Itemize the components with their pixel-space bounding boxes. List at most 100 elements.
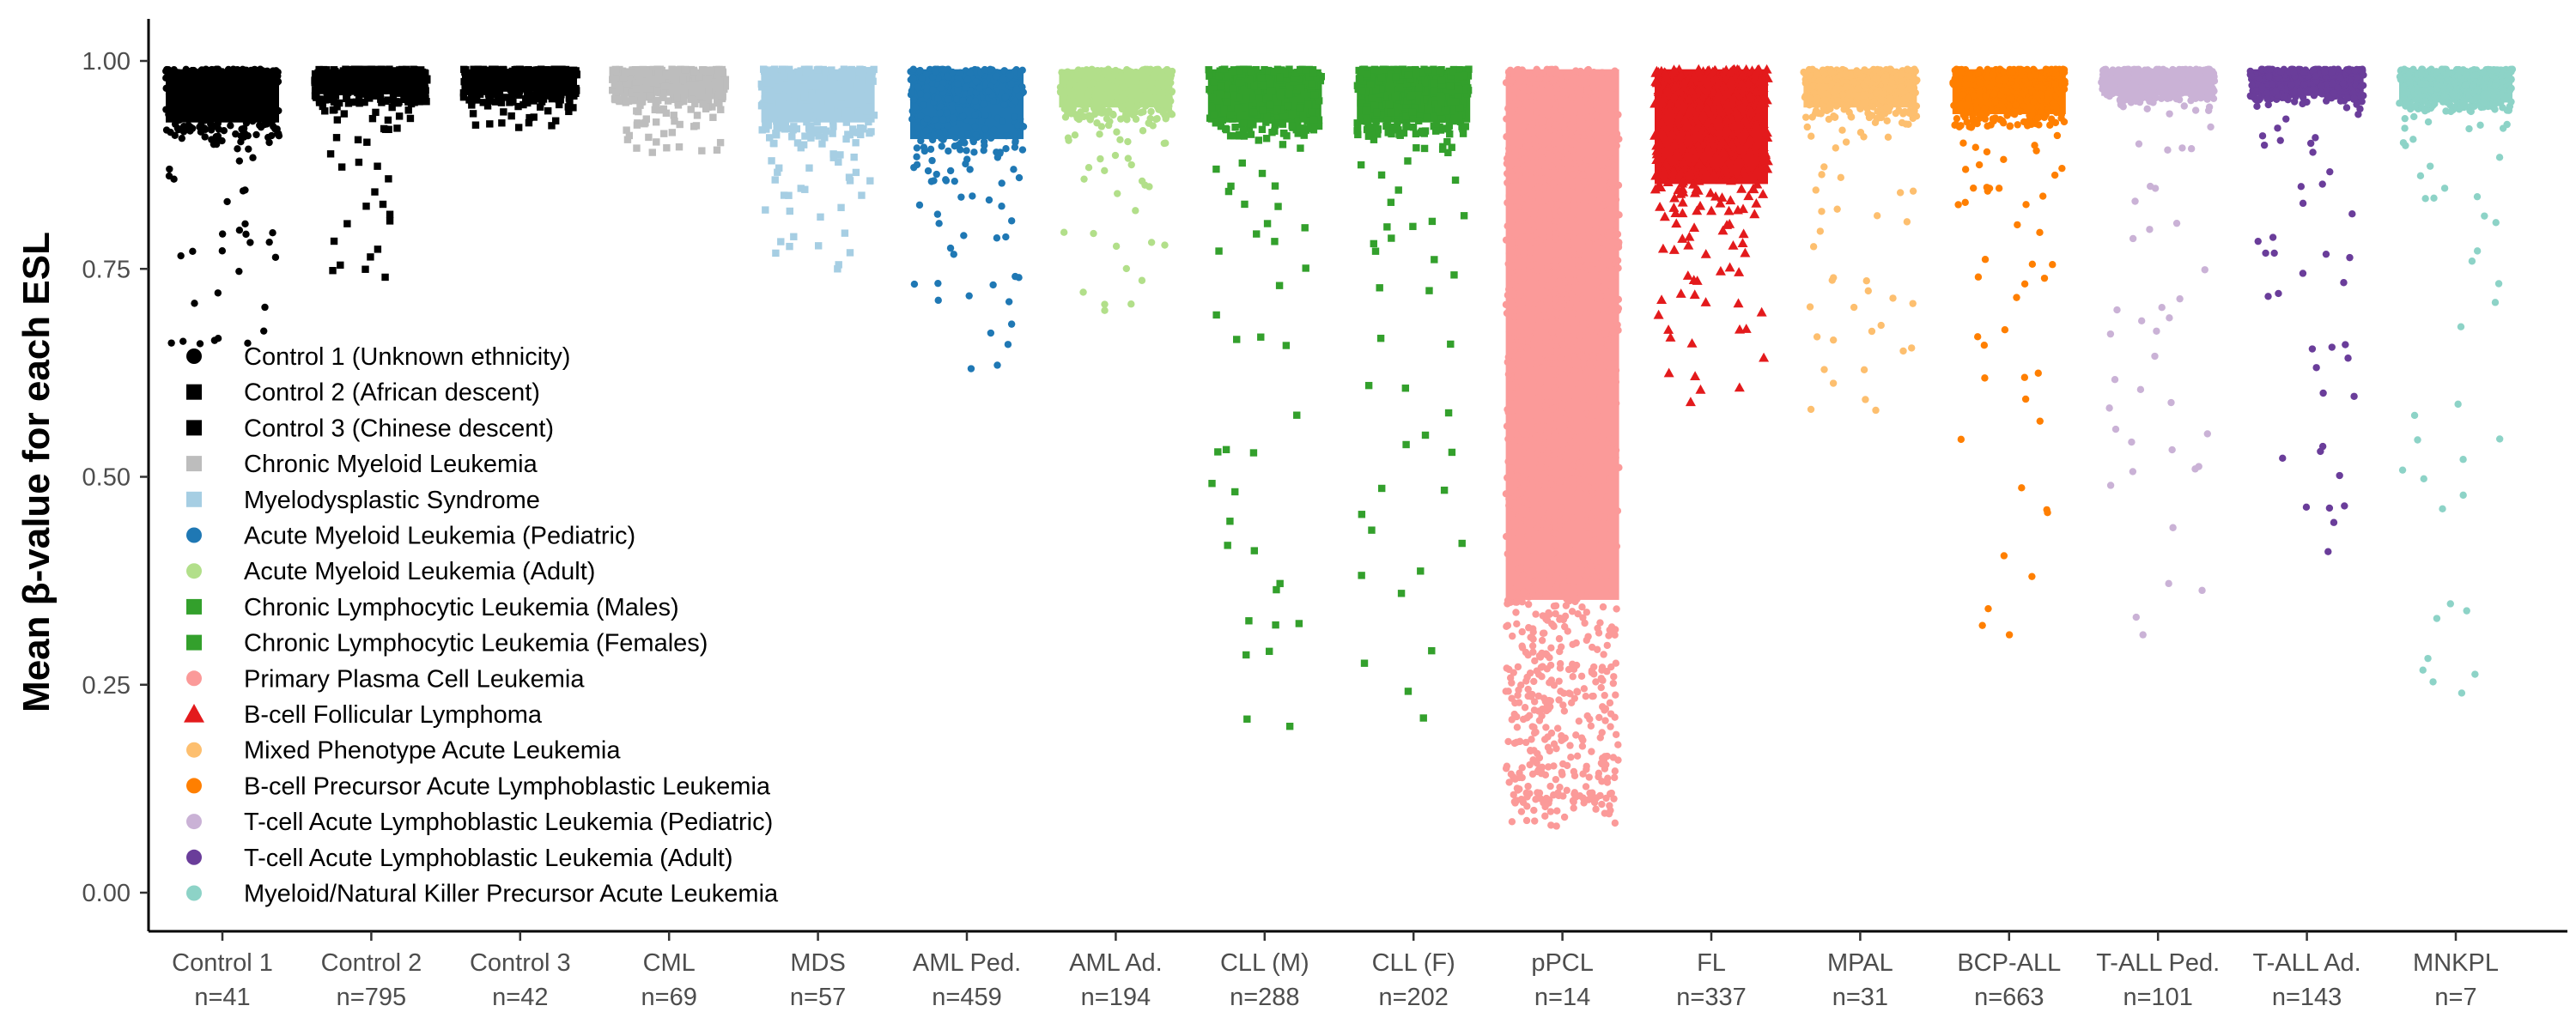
data-point (1564, 226, 1572, 233)
data-point (1005, 298, 1013, 306)
data-point (1606, 802, 1613, 809)
data-point (1527, 174, 1534, 183)
data-point (775, 99, 783, 106)
data-point (1312, 100, 1321, 109)
data-point (670, 112, 677, 119)
data-point (333, 116, 342, 124)
data-point (1103, 85, 1111, 93)
data-point (1552, 348, 1561, 356)
data-point (511, 66, 519, 74)
data-point (1556, 647, 1564, 656)
data-point (1235, 79, 1242, 87)
data-point (771, 97, 779, 105)
data-point (1260, 82, 1267, 90)
data-point (963, 147, 970, 154)
data-point (1095, 108, 1103, 116)
data-point (948, 68, 957, 76)
data-point (1139, 127, 1147, 135)
data-point (1230, 91, 1237, 100)
data-point (637, 94, 645, 102)
data-point (1561, 590, 1569, 598)
data-point (705, 88, 713, 95)
data-point (846, 84, 854, 92)
data-point (1512, 166, 1521, 174)
data-point (850, 153, 858, 161)
data-point (1563, 72, 1571, 81)
data-point (1552, 775, 1560, 784)
data-point (786, 242, 793, 251)
data-point (1222, 445, 1230, 454)
data-point (1508, 464, 1516, 472)
data-point (1002, 145, 1010, 153)
data-point (829, 123, 837, 130)
data-point (1520, 407, 1528, 415)
data-point (1400, 129, 1408, 137)
data-point (1451, 98, 1460, 106)
data-point (987, 329, 995, 337)
data-point (1579, 444, 1587, 451)
data-point (1127, 93, 1136, 100)
data-point (389, 85, 397, 94)
data-point (1504, 68, 1513, 76)
data-point (989, 281, 997, 289)
data-point (1420, 144, 1429, 153)
data-point-min (1419, 714, 1427, 722)
data-point (663, 144, 671, 152)
data-point (542, 88, 550, 95)
data-point (774, 168, 781, 176)
data-point (673, 94, 681, 102)
data-point (1309, 116, 1318, 124)
data-point (770, 69, 778, 76)
data-point (1563, 323, 1571, 330)
data-point (1579, 142, 1587, 150)
data-point (1522, 142, 1530, 151)
data-point (1554, 456, 1563, 464)
data-point (1402, 112, 1410, 120)
data-point (846, 130, 854, 139)
data-point (325, 82, 333, 90)
data-point (636, 80, 645, 88)
data-point (1609, 480, 1617, 488)
data-point (1569, 673, 1577, 681)
data-point (1551, 432, 1558, 439)
data-point (837, 203, 845, 212)
data-point (714, 67, 722, 75)
data-point (264, 80, 271, 88)
data-point (1449, 117, 1457, 125)
data-point (1081, 105, 1089, 112)
data-point (942, 177, 951, 185)
data-point (693, 112, 702, 119)
data-point (694, 95, 702, 104)
data-point (1557, 354, 1565, 362)
data-point (182, 100, 190, 107)
data-point (653, 81, 660, 88)
data-point (1276, 90, 1285, 98)
data-point (639, 65, 647, 74)
data-point (1504, 285, 1513, 294)
data-point (515, 91, 523, 100)
data-point (1118, 78, 1126, 87)
data-point (392, 77, 400, 86)
data-point (1612, 730, 1620, 738)
data-point (1425, 66, 1432, 74)
data-point (375, 84, 383, 92)
data-point (866, 69, 874, 76)
data-point (1374, 97, 1382, 106)
data-point (167, 339, 175, 347)
data-point (1513, 785, 1522, 792)
data-point (1557, 492, 1564, 500)
data-point (361, 82, 369, 89)
data-point (1451, 176, 1460, 185)
data-point-min (648, 148, 656, 156)
data-point (218, 136, 226, 145)
data-point (865, 89, 873, 97)
data-point (835, 87, 844, 94)
data-point (1598, 754, 1607, 762)
data-point (953, 95, 961, 103)
data-point (623, 136, 632, 143)
data-point (271, 94, 279, 102)
data-point (1368, 94, 1376, 102)
data-point (330, 237, 338, 245)
data-point (1528, 153, 1536, 161)
data-point (1263, 220, 1272, 227)
